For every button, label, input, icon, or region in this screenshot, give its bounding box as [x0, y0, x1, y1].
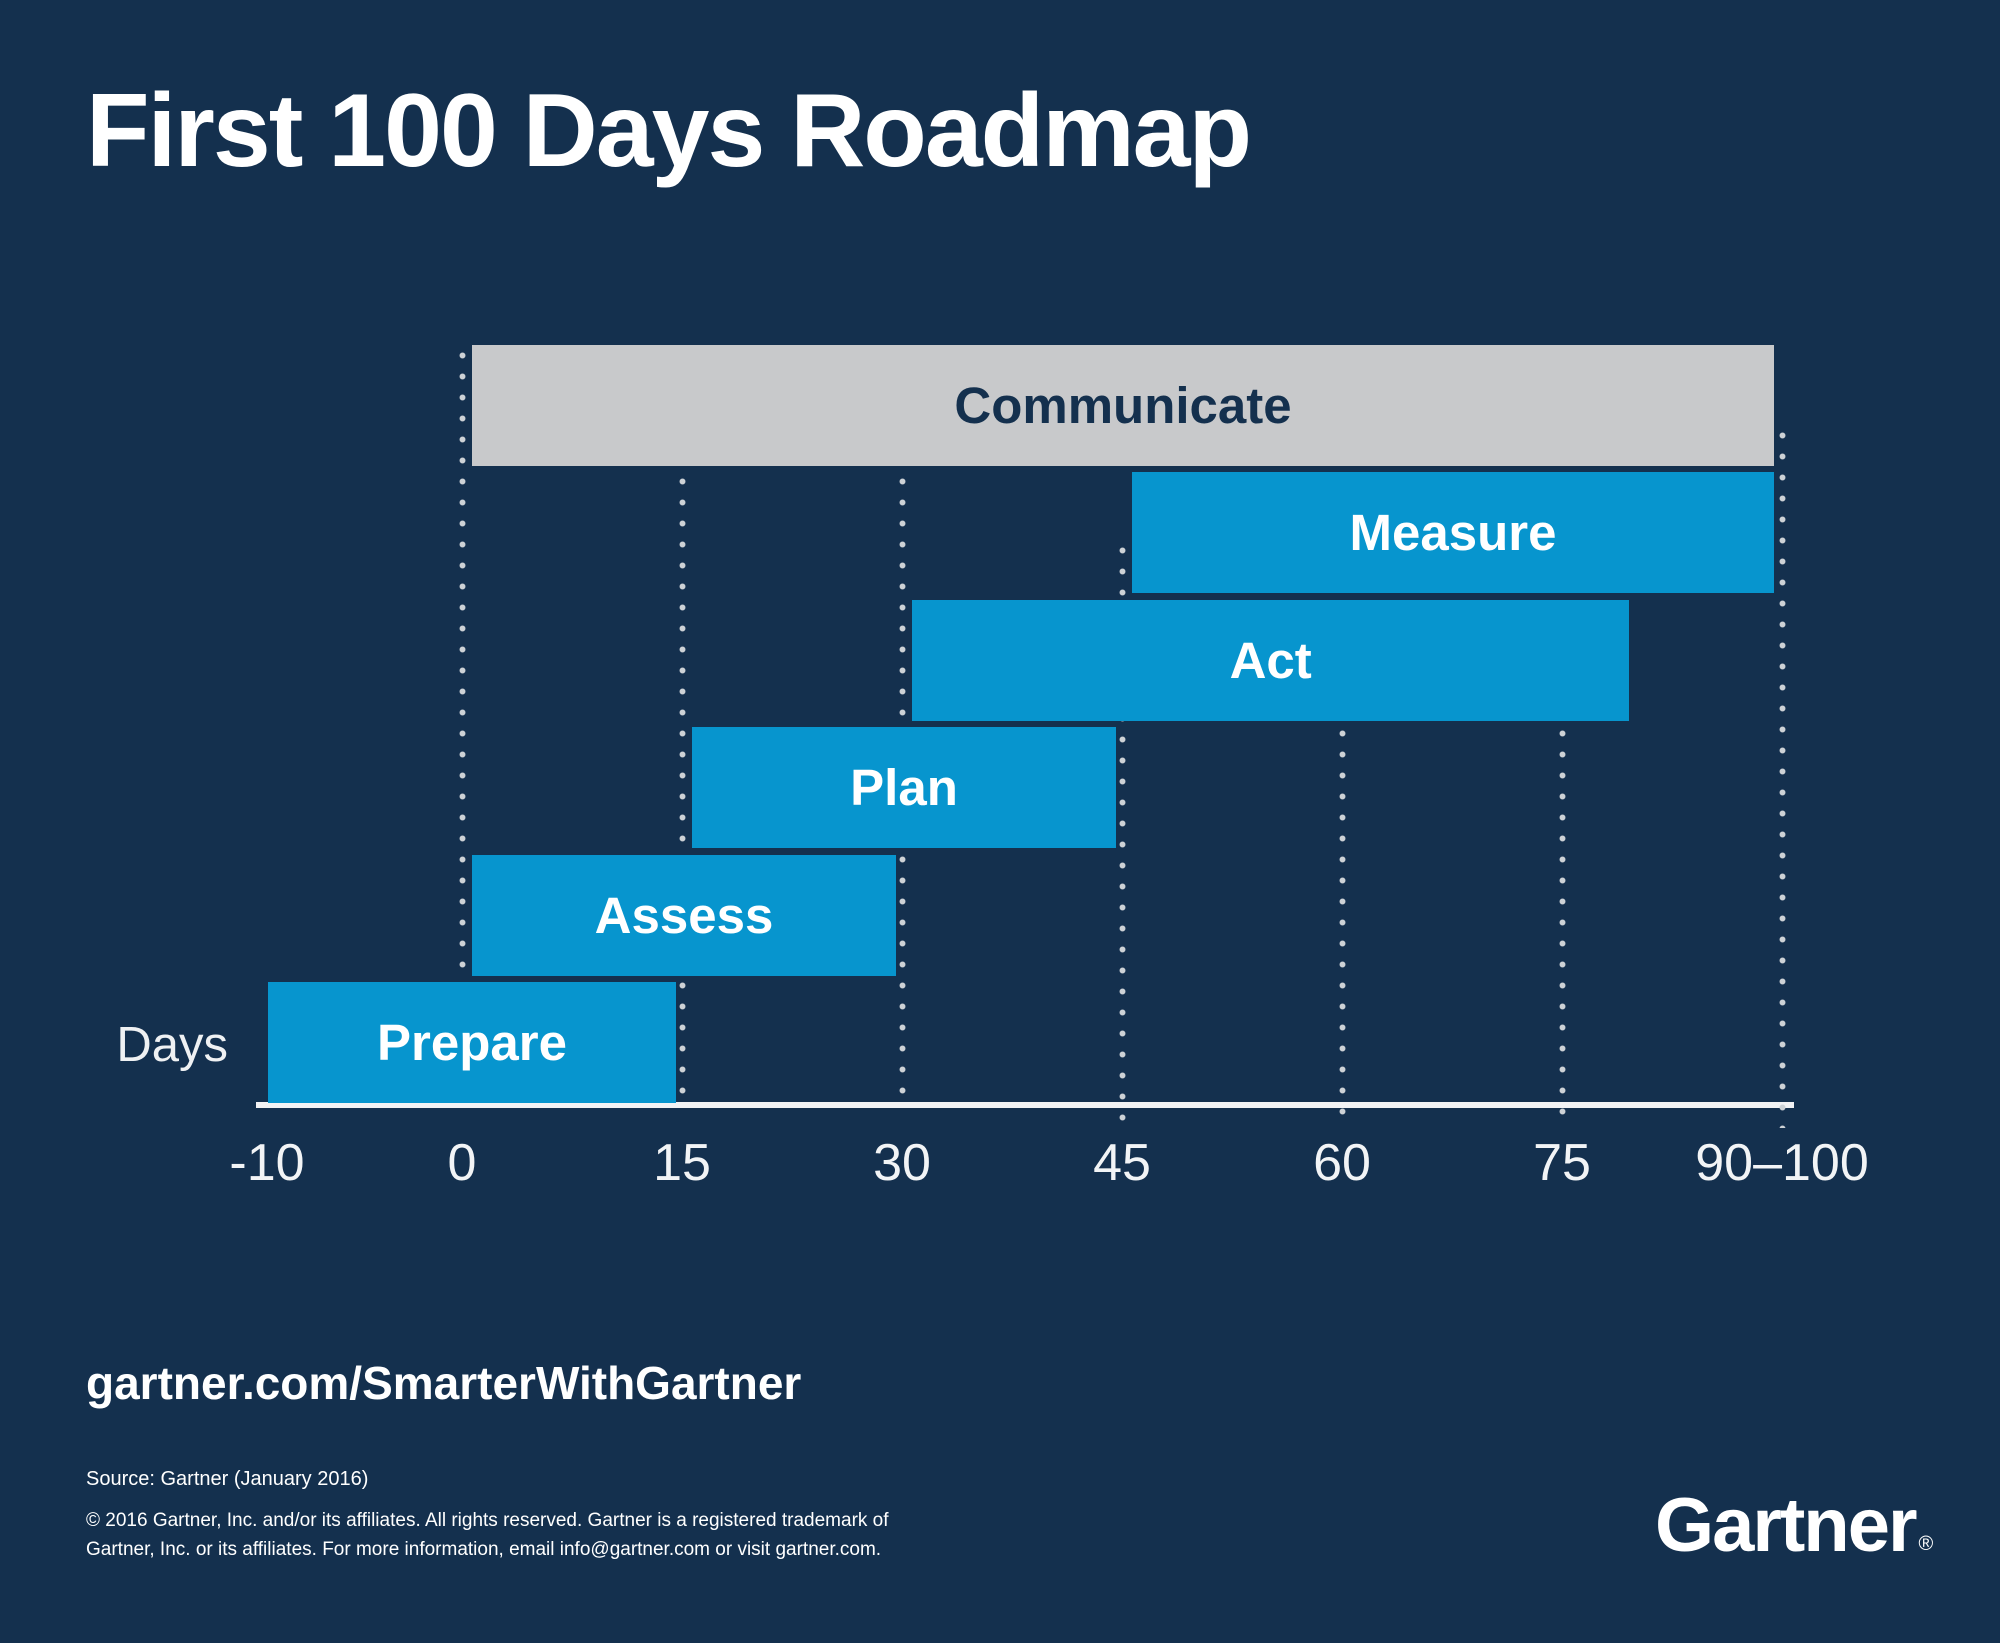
copyright-line-1: © 2016 Gartner, Inc. and/or its affiliat…	[86, 1510, 889, 1531]
x-axis-line	[256, 1102, 1794, 1108]
bar-label-prepare: Prepare	[377, 1014, 567, 1071]
bar-measure: Measure	[1132, 472, 1774, 593]
gridline-day-0	[458, 345, 466, 1103]
gridline-day-30	[898, 345, 906, 1103]
gridline-day-15	[678, 345, 686, 1103]
bar-plan: Plan	[692, 727, 1116, 848]
bar-prepare: Prepare	[268, 982, 676, 1103]
gridline-day-75	[1558, 345, 1566, 1128]
gridline-day-90	[1778, 425, 1786, 1128]
page-title: First 100 Days Roadmap	[86, 73, 1252, 189]
bar-communicate: Communicate	[472, 345, 1774, 466]
gartner-logo: Gartner ®	[1655, 1482, 1933, 1569]
gartner-logo-wordmark: Gartner	[1655, 1483, 1918, 1568]
gridline-day-45	[1118, 540, 1126, 1128]
bar-label-act: Act	[1229, 632, 1312, 689]
axis-tick-75: 75	[1533, 1134, 1591, 1192]
axis-tick-15: 15	[653, 1134, 711, 1192]
axis-tick--10: -10	[229, 1134, 305, 1192]
axis-tick-30: 30	[873, 1134, 931, 1192]
bar-label-measure: Measure	[1349, 504, 1557, 561]
smarter-with-gartner-url: gartner.com/SmarterWithGartner	[86, 1357, 802, 1409]
bar-assess: Assess	[472, 855, 896, 976]
bar-label-plan: Plan	[850, 759, 958, 816]
registered-trademark-icon: ®	[1918, 1533, 1934, 1555]
axis-tick-0: 0	[447, 1134, 477, 1192]
x-axis-unit-label: Days	[116, 1018, 228, 1072]
bar-label-communicate: Communicate	[954, 377, 1292, 434]
axis-tick-60: 60	[1313, 1134, 1371, 1192]
copyright-note: © 2016 Gartner, Inc. and/or its affiliat…	[86, 1507, 889, 1564]
axis-tick-45: 45	[1093, 1134, 1151, 1192]
bar-label-assess: Assess	[594, 887, 774, 944]
bar-act: Act	[912, 600, 1630, 721]
axis-tick-90–100: 90–100	[1695, 1134, 1869, 1192]
source-note: Source: Gartner (January 2016)	[86, 1468, 369, 1490]
copyright-line-2: Gartner, Inc. or its affiliates. For mor…	[86, 1538, 882, 1560]
gridline-day-60	[1338, 345, 1346, 1128]
